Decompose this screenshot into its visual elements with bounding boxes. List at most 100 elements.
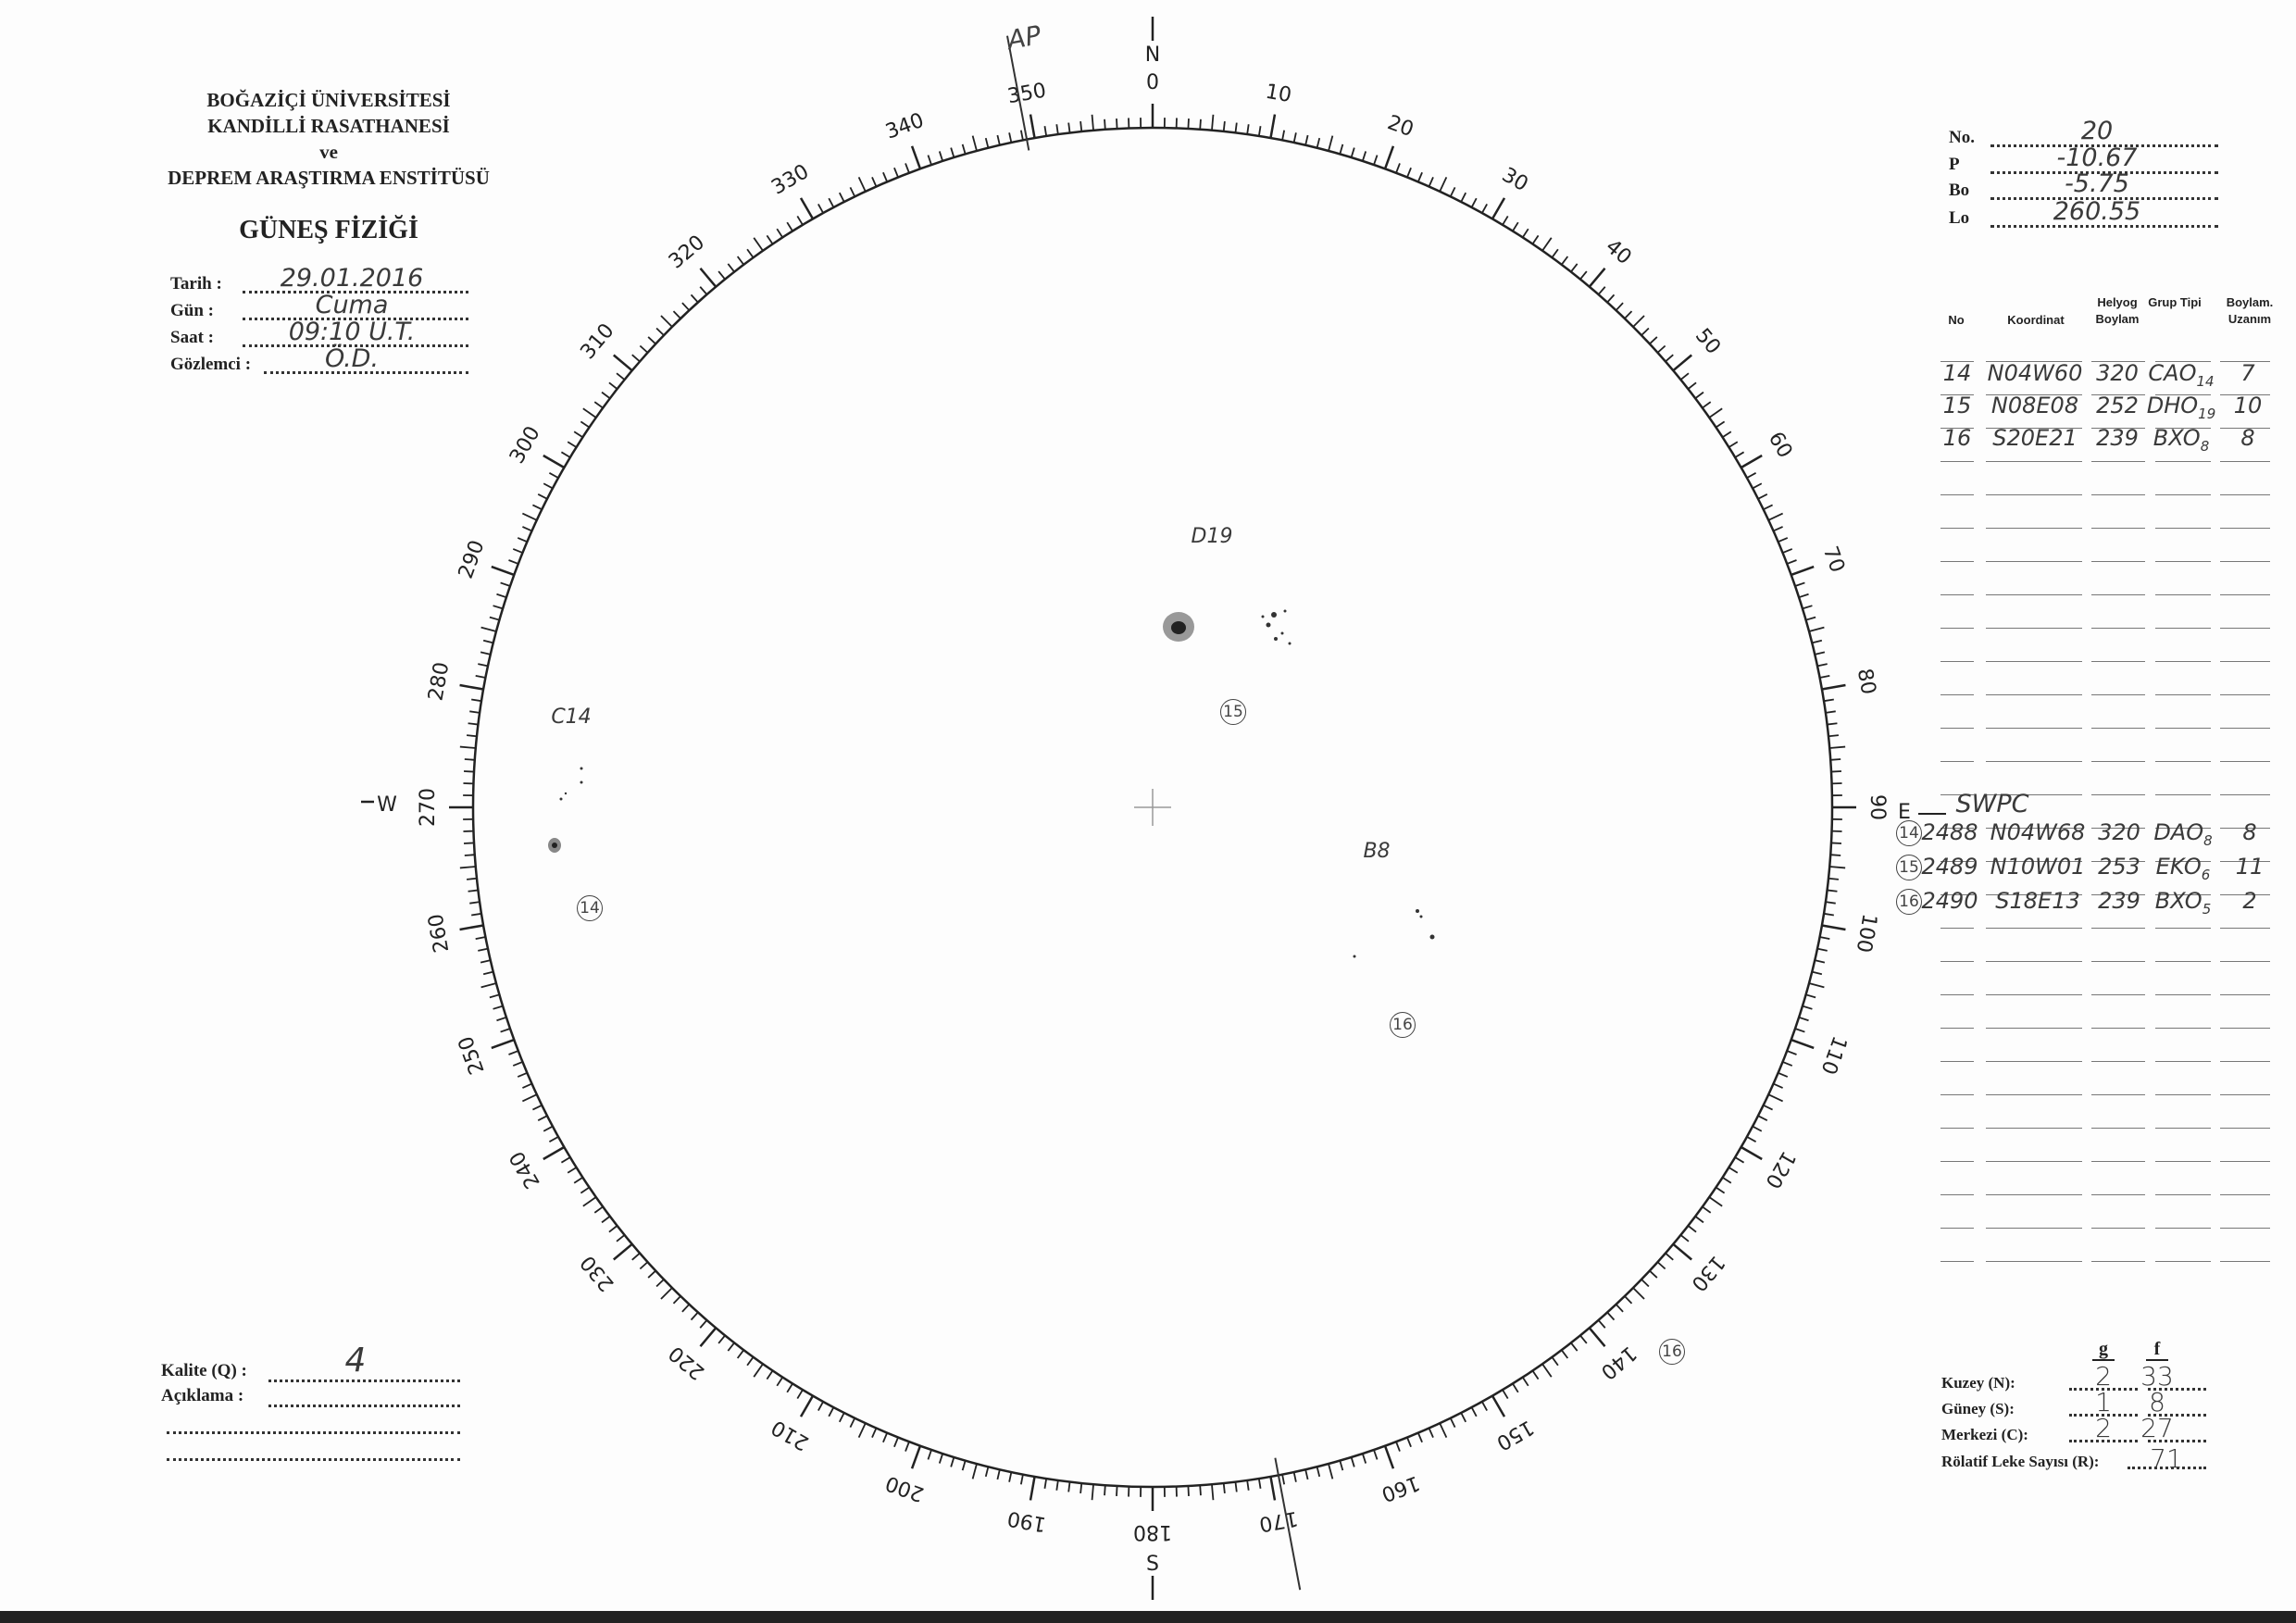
sunspot-dot [580, 780, 583, 784]
table-rule [1986, 1161, 2082, 1162]
table-rule [1986, 561, 2082, 562]
table-rule [2091, 628, 2145, 629]
f-field-line [2148, 1440, 2206, 1442]
dial-tick [1246, 1479, 1250, 1491]
dial-tick [1522, 228, 1529, 238]
dial-tick [1588, 268, 1606, 288]
table-rule [1986, 1228, 2082, 1229]
swpc-group-type: DAO8 [2153, 819, 2212, 847]
dial-degree-label: 180 [1133, 1520, 1172, 1543]
sunspot-dot [1271, 612, 1277, 618]
dial-tick [1830, 758, 1841, 761]
row-longitudinal-extent-text: 8 [2240, 425, 2255, 451]
dial-tick [517, 1071, 528, 1078]
dial-tick [1541, 237, 1553, 252]
swpc-group-type-text: DAO [2153, 819, 2204, 845]
dial-tick [1702, 401, 1712, 409]
row-coordinate-text: N04W60 [1987, 360, 2083, 386]
dial-tick [482, 639, 494, 644]
sunspot-dot [559, 797, 563, 801]
table-rule [1940, 728, 1974, 729]
dial-tick [776, 1377, 783, 1387]
f-value: 33 [2140, 1361, 2174, 1392]
table-rule [2091, 994, 2145, 995]
table-rule [2155, 994, 2211, 995]
table-rule [1986, 494, 2082, 495]
dial-tick [1746, 1136, 1757, 1142]
dial-tick [672, 310, 681, 319]
table-rule [1986, 1028, 2082, 1029]
f-value: 27 [2140, 1413, 2174, 1443]
dial-tick [613, 354, 633, 372]
dial-tick [690, 293, 699, 304]
dial-tick [938, 151, 944, 162]
dial-tick [1350, 147, 1355, 158]
dial-tick [1104, 119, 1106, 130]
dial-tick [1825, 901, 1836, 905]
dial-tick [582, 407, 597, 418]
table-rule [1986, 594, 2082, 595]
dial-tick [828, 197, 835, 208]
table-rule [2091, 1094, 2145, 1095]
table-rule [1940, 961, 1974, 962]
dial-tick [478, 947, 489, 952]
table-rule [2091, 1028, 2145, 1029]
sunspot-dot [1261, 615, 1265, 618]
dial-tick [1656, 1261, 1666, 1270]
row-helio-longitude-text: 252 [2096, 393, 2139, 418]
row-group-type: DHO19 [2147, 393, 2216, 420]
table-header: Boylam. Uzanım [2226, 295, 2274, 326]
dial-tick [927, 1449, 932, 1460]
table-rule [2155, 694, 2211, 695]
table-rule [1986, 994, 2082, 995]
swpc-coordinate-text: N04W68 [1990, 819, 2086, 845]
dial-tick [573, 431, 583, 438]
dial-tick [1694, 1216, 1704, 1224]
table-rule [2155, 394, 2211, 395]
dial-tick [828, 1406, 835, 1417]
table-rule [1986, 528, 2082, 529]
dial-tick [950, 1456, 955, 1467]
dial-tick [681, 302, 691, 311]
param-field-line [1990, 197, 2218, 200]
dial-tick [1428, 177, 1434, 187]
dial-tick [1672, 1242, 1692, 1261]
dial-tick [480, 959, 492, 964]
table-rule [2091, 761, 2145, 762]
observation-label: Gözlemci : [170, 355, 252, 374]
table-rule [1940, 661, 1974, 662]
dial-tick [1722, 431, 1732, 438]
dial-tick [1222, 120, 1226, 132]
dial-tick [1823, 912, 1834, 917]
dial-tick [1316, 1466, 1321, 1478]
dial-tick [1823, 698, 1834, 703]
dial-tick [727, 1342, 735, 1352]
group-class-label: C14 [551, 705, 592, 729]
table-rule [1940, 561, 1974, 562]
dial-tick [1808, 982, 1825, 989]
table-rule [2091, 861, 2145, 862]
dial-tick [1722, 1177, 1732, 1184]
dial-tick [601, 391, 611, 399]
swpc-longitudinal-extent: 2 [2242, 889, 2256, 913]
dial-tick [1811, 639, 1823, 644]
dial-tick [1805, 616, 1816, 621]
dial-tick [468, 722, 479, 726]
dial-tick [1741, 454, 1763, 469]
dial-tick [938, 1453, 944, 1464]
dial-tick [1019, 1474, 1024, 1485]
f-field-line [2148, 1388, 2206, 1391]
table-rule [1986, 861, 2082, 862]
row-helio-longitude: 239 [2096, 426, 2139, 450]
dial-tick [537, 1115, 548, 1122]
row-longitudinal-extent: 8 [2240, 426, 2254, 450]
row-longitudinal-extent: 7 [2240, 361, 2254, 385]
dial-tick [672, 1295, 681, 1305]
swpc-group-type: EKO6 [2156, 855, 2211, 881]
dial-tick [1798, 1016, 1809, 1022]
dial-tick [469, 710, 480, 714]
dial-tick [489, 616, 500, 621]
dial-tick [1502, 1389, 1509, 1400]
swpc-longitudinal-extent: 11 [2236, 855, 2265, 879]
f-header: f [2146, 1339, 2168, 1361]
